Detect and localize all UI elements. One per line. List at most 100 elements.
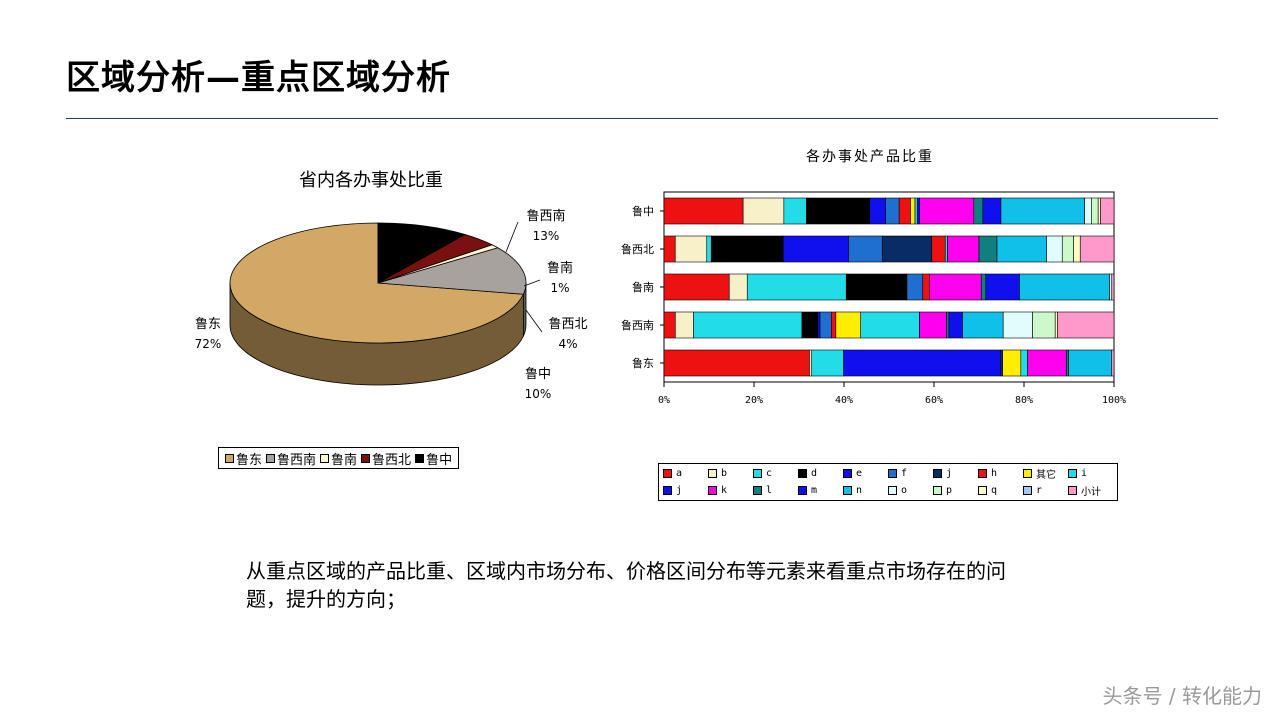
bar-legend-swatch bbox=[663, 486, 672, 495]
bar-legend-label: i bbox=[1081, 468, 1088, 479]
bar-segment-b bbox=[675, 311, 694, 339]
pie-label-name: 鲁西南 bbox=[526, 208, 565, 224]
bar-legend-item: h bbox=[978, 466, 1023, 481]
bar-legend-swatch bbox=[798, 469, 807, 478]
bar-segment-i bbox=[914, 197, 918, 225]
bar-legend-swatch bbox=[933, 469, 942, 478]
bar-segment-小计 bbox=[1111, 273, 1115, 301]
bar-segment-k bbox=[919, 311, 947, 339]
bar-segment-i bbox=[860, 311, 920, 339]
bar-segment-h bbox=[898, 197, 911, 225]
bar-segment-d bbox=[845, 273, 908, 301]
bar-segment-m bbox=[985, 273, 1020, 301]
pie-legend-swatch bbox=[225, 453, 234, 463]
bar-legend-label: h bbox=[991, 468, 998, 479]
bar-legend-item: m bbox=[798, 483, 843, 498]
pie-label-鲁西南: 鲁西南 13% bbox=[526, 208, 565, 243]
pie-chart: 鲁东 72% 鲁西南 13% 鲁南 1% 鲁西北 4% 鲁中 10% bbox=[195, 208, 588, 401]
bar-legend-label: q bbox=[991, 485, 998, 496]
pie-label-value: 4% bbox=[558, 337, 577, 351]
bar-legend-label: j bbox=[946, 468, 953, 479]
bar-segment-a bbox=[663, 349, 810, 377]
bar-legend-swatch bbox=[1023, 486, 1032, 495]
bar-legend-item: p bbox=[933, 483, 978, 498]
bar-legend-item: d bbox=[798, 466, 843, 481]
x-tick-label: 100% bbox=[1102, 395, 1126, 406]
bar-legend-item: i bbox=[1068, 466, 1113, 481]
bar-segment-其它 bbox=[835, 311, 862, 339]
bar-segment-l bbox=[978, 235, 998, 263]
pie-label-value: 10% bbox=[525, 387, 552, 401]
category-label: 鲁南 bbox=[632, 280, 654, 294]
bar-segment-e bbox=[843, 349, 1001, 377]
bar-legend-label: e bbox=[856, 468, 863, 479]
bar-legend-item: l bbox=[753, 483, 798, 498]
bar-segment-q bbox=[1073, 235, 1081, 263]
bar-segment-小计 bbox=[1111, 349, 1115, 377]
bar-segment-m bbox=[982, 197, 1002, 225]
bar-segment-c bbox=[706, 235, 712, 263]
bar-segment-o bbox=[1002, 311, 1033, 339]
bar-legend-swatch bbox=[843, 469, 852, 478]
bar-legend-swatch bbox=[933, 486, 942, 495]
slide-title: 区域分析—重点区域分析 bbox=[66, 58, 451, 98]
bar-segment-l bbox=[973, 197, 984, 225]
bar-legend-item: c bbox=[753, 466, 798, 481]
bar-segment-h bbox=[831, 311, 837, 339]
bar-segment-其它 bbox=[910, 197, 916, 225]
body-text: 从重点区域的产品比重、区域内市场分布、价格区间分布等元素来看重点市场存在的问题，… bbox=[246, 559, 1006, 611]
bar-segment-k bbox=[1027, 349, 1067, 377]
x-tick-label: 40% bbox=[835, 395, 853, 406]
bar-segment-p bbox=[1032, 311, 1056, 339]
pie-leader-line bbox=[523, 279, 541, 287]
bar-segment-d bbox=[801, 311, 819, 339]
pie-legend-item: 鲁西南 bbox=[266, 449, 316, 468]
bar-segment-n bbox=[1000, 197, 1085, 225]
bar-legend-swatch bbox=[978, 469, 987, 478]
pie-label-鲁东: 鲁东 72% bbox=[195, 317, 222, 351]
bar-legend-label: j bbox=[676, 485, 683, 496]
bar-segment-d bbox=[710, 235, 784, 263]
category-label: 鲁东 bbox=[632, 356, 654, 370]
pie-legend-swatch bbox=[320, 453, 330, 463]
bar-segment-a bbox=[663, 235, 676, 263]
bar-segment-p bbox=[1061, 235, 1074, 263]
bar-segment-f bbox=[848, 235, 883, 263]
pie-slice-鲁中 bbox=[377, 222, 467, 284]
bar-legend-swatch bbox=[1023, 469, 1032, 478]
pie-legend-swatch bbox=[361, 453, 371, 463]
bar-legend-item: j bbox=[933, 466, 978, 481]
category-label: 鲁西南 bbox=[621, 318, 654, 332]
bar-segment-小计 bbox=[1079, 235, 1115, 263]
bar-segment-i bbox=[1020, 349, 1028, 377]
pie-label-name: 鲁南 bbox=[547, 260, 573, 276]
pie-label-value: 13% bbox=[533, 229, 560, 243]
bar-segment-e bbox=[869, 197, 886, 225]
bar-legend-label: a bbox=[676, 468, 683, 479]
pie-legend-swatch bbox=[266, 453, 276, 463]
bar-legend-item: k bbox=[708, 483, 753, 498]
bar-segment-o bbox=[1084, 197, 1092, 225]
bar-segment-c bbox=[783, 197, 807, 225]
bar-segment-d bbox=[806, 197, 871, 225]
bar-segment-l bbox=[946, 311, 950, 339]
bar-legend-item: q bbox=[978, 483, 1023, 498]
bar-legend-item: 其它 bbox=[1023, 466, 1068, 481]
pie-label-value: 72% bbox=[195, 337, 222, 351]
bar-legend-swatch bbox=[888, 486, 897, 495]
bar-legend-item: r bbox=[1023, 483, 1068, 498]
bar-segment-b bbox=[728, 273, 748, 301]
bar-legend-item: o bbox=[888, 483, 933, 498]
pie-legend-label: 鲁西北 bbox=[372, 452, 412, 468]
bar-segment-o bbox=[1046, 235, 1063, 263]
bar-segment-e bbox=[782, 235, 849, 263]
pie-label-name: 鲁东 bbox=[195, 317, 221, 332]
bar-legend-item: j bbox=[663, 483, 708, 498]
bar-legend-item: n bbox=[843, 483, 888, 498]
bar-row-鲁东 bbox=[663, 349, 1115, 377]
bar-chart-title: 各办事处产品比重 bbox=[806, 149, 934, 165]
bar-segment-a bbox=[663, 273, 730, 301]
bar-segment-小计 bbox=[1057, 311, 1115, 339]
bar-legend-item: b bbox=[708, 466, 753, 481]
pie-legend-swatch bbox=[415, 453, 425, 463]
